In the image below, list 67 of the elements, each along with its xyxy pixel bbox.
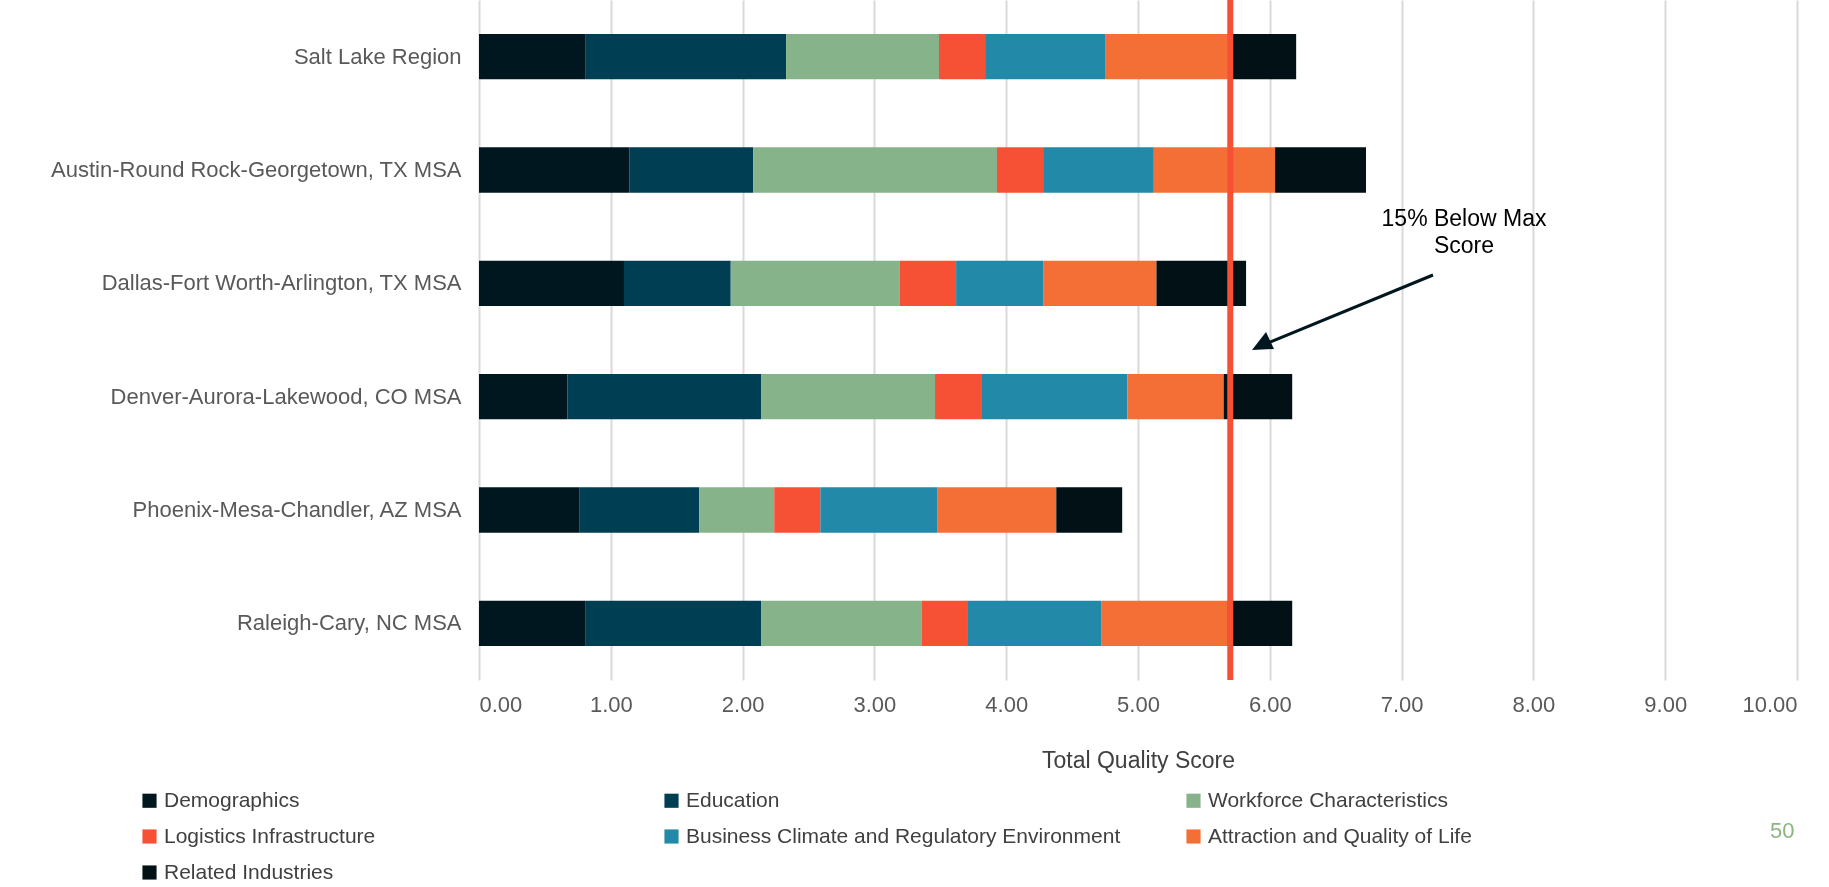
bar [761, 600, 922, 646]
y-tick-label: Raleigh-Cary, NC MSA [236, 610, 462, 636]
bar [938, 34, 986, 80]
legend-label: Business Climate and Regulatory Environment [686, 823, 1121, 847]
bar [629, 147, 754, 193]
x-tick-label: 1.00 [589, 691, 633, 717]
legend-label: Education [686, 787, 780, 811]
text: 50 [1770, 818, 1795, 844]
bar [479, 374, 568, 420]
bar [774, 487, 821, 533]
bar [1153, 147, 1276, 193]
legend-label: Attraction and Quality of Life [1208, 823, 1472, 847]
bar [937, 487, 1057, 533]
bar [820, 487, 938, 533]
bar [567, 374, 762, 420]
y-tick-label: Austin-Round Rock-Georgetown, TX MSA [51, 157, 462, 182]
y-tick-label: Salt Lake Region [293, 43, 462, 69]
x-tick-label: 2.00 [721, 691, 765, 717]
bar [479, 600, 586, 646]
x-tick-label: 7.00 [1380, 691, 1424, 717]
x-tick-label: 3.00 [853, 691, 897, 717]
bar [981, 374, 1128, 420]
y-tick-label: Denver-Aurora-Lakewood, CO MSA [110, 383, 462, 409]
bar [921, 600, 968, 646]
bar [967, 600, 1102, 646]
annotation: 15% Below Max Score [1381, 205, 1547, 258]
bar [479, 260, 624, 306]
y-tick-label: Phoenix-Mesa-Chandler, AZ MSA [132, 497, 462, 522]
bar [1223, 374, 1293, 420]
x-tick-label: 10.00 [1742, 691, 1798, 717]
legend-label: Workforce Characteristics [1208, 787, 1449, 811]
bar [479, 34, 586, 80]
bar [786, 34, 939, 80]
x-tick-label: 8.00 [1512, 691, 1556, 717]
bar [1232, 34, 1297, 80]
x-tick-label: 9.00 [1644, 691, 1688, 717]
x-tick-label: 6.00 [1248, 691, 1292, 717]
bar [585, 600, 762, 646]
bar [1156, 260, 1247, 306]
bar [1043, 147, 1154, 193]
legend-label: Logistics Infrastructure [164, 823, 376, 847]
bar [753, 147, 997, 193]
bar [1101, 600, 1228, 646]
y-tick-label: Dallas-Fort Worth-Arlington, TX MSA [101, 270, 462, 296]
x-tick-label: 0.00 [479, 691, 523, 717]
x-tick-label: 4.00 [985, 691, 1029, 717]
bar [699, 487, 775, 533]
bar [623, 260, 731, 306]
bar [956, 260, 1044, 306]
bar [935, 374, 982, 420]
bar [899, 260, 957, 306]
bar [996, 147, 1044, 193]
bar [761, 374, 936, 420]
bar [730, 260, 900, 306]
legend-label: Related Industries [164, 859, 334, 883]
bar [1043, 260, 1157, 306]
bar [1127, 374, 1224, 420]
bar [585, 34, 787, 80]
legend-label: Demographics [164, 787, 300, 811]
x-axis-title: Total Quality Score [1041, 746, 1236, 773]
bar [479, 147, 630, 193]
bar [1056, 487, 1123, 533]
bar [1275, 147, 1367, 193]
bar [579, 487, 700, 533]
bar [985, 34, 1106, 80]
bar [479, 487, 580, 533]
x-tick-label: 5.00 [1117, 691, 1160, 717]
